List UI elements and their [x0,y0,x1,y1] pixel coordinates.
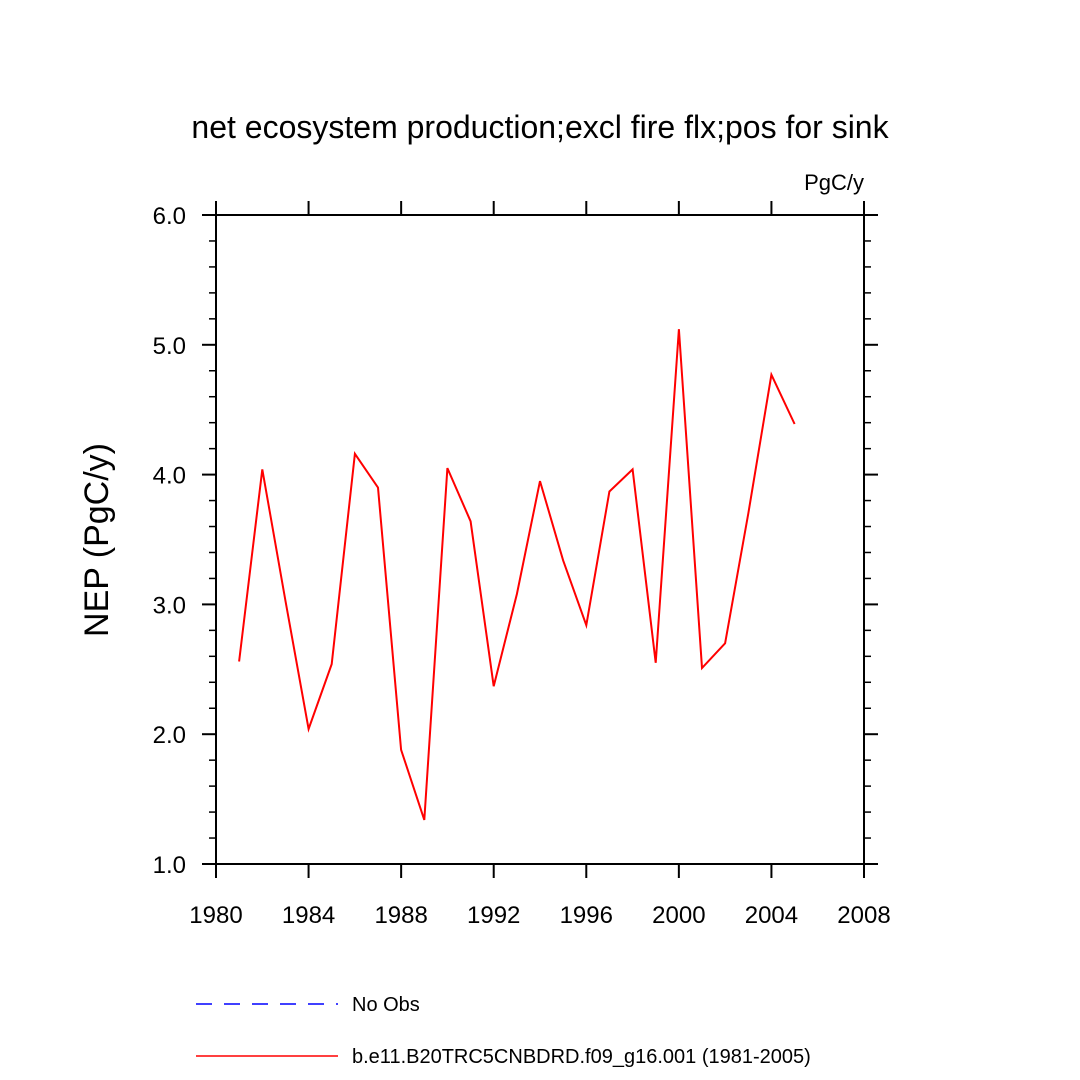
y-tick-label: 5.0 [153,333,186,360]
axis-tick-labels: 1980 1984 1988 1992 1996 2000 2004 2008 1.0 2.0 3.… [153,203,891,929]
x-tick-label: 1996 [560,902,613,929]
y-tick-label: 4.0 [153,463,186,490]
x-tick-label: 1980 [189,902,242,929]
y-tick-label: 6.0 [153,203,186,230]
x-tick-label: 1984 [282,902,335,929]
series-line [238,329,796,821]
legend: No Obs b.e11.B20TRC5CNBDRD.f09_g16.001 (… [196,994,811,1068]
y-tick-label: 1.0 [153,852,186,879]
y-tick-label: 3.0 [153,592,186,619]
y-tick-label: 2.0 [153,722,186,749]
x-tick-label: 2008 [837,902,890,929]
legend-label-model: b.e11.B20TRC5CNBDRD.f09_g16.001 (1981-20… [352,1046,811,1068]
plot-frame [215,214,865,865]
data-series [238,329,796,821]
axis-ticks [202,201,878,878]
x-tick-label: 2000 [652,902,705,929]
legend-label-no-obs: No Obs [352,994,420,1016]
y-axis-label: NEP (PgC/y) [78,443,116,637]
x-tick-label: 1992 [467,902,520,929]
x-tick-label: 2004 [745,902,798,929]
x-tick-label: 1988 [374,902,427,929]
units-label: PgC/y [804,170,864,195]
chart-title: net ecosystem production;excl fire flx;p… [191,109,889,145]
